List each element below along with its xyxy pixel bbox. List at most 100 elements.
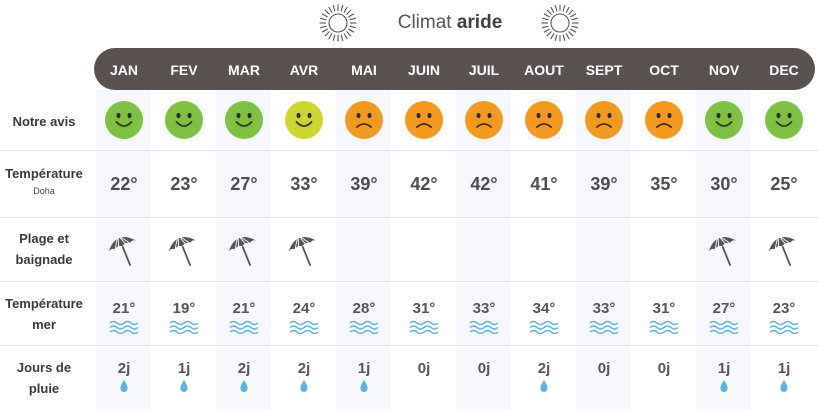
temperature-value: 27° [230,174,258,194]
row-label-temperature: Température Doha [0,163,88,198]
raindrop-icon [94,379,154,393]
rain-days-value: 2j [117,360,131,377]
sea-temperature-value: 31° [412,300,436,317]
umbrella-icon [94,230,154,270]
umbrella-icon [694,230,754,270]
month-label: JAN [109,62,138,78]
sea-temperature: 27° [694,300,754,334]
mood-sad-icon [394,100,454,140]
month-label: MAR [228,62,260,78]
sea-temperature: 28° [334,300,394,334]
raindrop-icon [274,379,334,393]
rain-days: 0j [394,360,454,378]
waves-icon [754,320,814,334]
mood-sad-icon [574,100,634,140]
month-label: AVR [289,62,319,78]
sea-temperature: 24° [274,300,334,334]
month-label: OCT [649,62,679,78]
month-column-bg [336,90,391,411]
rain-days-value: 1j [777,360,791,377]
sea-temperature: 33° [454,300,514,334]
sea-temperature-value: 21° [232,300,256,317]
month-column-bg [456,90,511,411]
mood-happy-yellow-icon [274,100,334,140]
mood-sad-icon [334,100,394,140]
rain-days: 0j [574,360,634,378]
temperature-value: 22° [110,174,138,194]
rain-days: 2j [94,360,154,393]
temperature-value: 39° [350,174,378,194]
sea-temperature: 23° [754,300,814,334]
sea-temperature: 31° [634,300,694,334]
waves-icon [214,320,274,334]
sea-temperature-value: 33° [472,300,496,317]
rain-days: 2j [514,360,574,393]
rain-days: 1j [754,360,814,393]
waves-icon [454,320,514,334]
rain-days-value: 1j [717,360,731,377]
rain-days-value: 2j [237,360,251,377]
raindrop-icon [334,379,394,393]
sea-temperature-value: 21° [112,300,136,317]
waves-icon [334,320,394,334]
rain-days: 1j [154,360,214,393]
sea-temperature: 31° [394,300,454,334]
mood-sad-icon [634,100,694,140]
temperature-value: 42° [410,174,438,194]
temperature-value: 23° [170,174,198,194]
raindrop-icon [514,379,574,393]
waves-icon [274,320,334,334]
mood-happy-icon [754,100,814,140]
temperature-value: 30° [710,174,738,194]
rain-days-value: 0j [417,360,431,377]
rain-days-value: 2j [537,360,551,377]
sea-temperature: 33° [574,300,634,334]
waves-icon [94,320,154,334]
row-divider [0,150,819,151]
sea-temperature-value: 27° [712,300,736,317]
rain-days: 2j [274,360,334,393]
waves-icon [154,320,214,334]
row-label-mer-line2: mer [32,317,56,332]
mood-happy-icon [694,100,754,140]
sea-temperature-value: 23° [772,300,796,317]
temperature-value: 42° [470,174,498,194]
page-title: Climat aride [300,8,600,38]
month-label: SEPT [585,62,623,78]
row-divider [0,281,819,282]
month-header-bar [94,48,815,90]
sea-temperature-value: 24° [292,300,316,317]
rain-days-value: 1j [357,360,371,377]
waves-icon [514,320,574,334]
sea-temperature-value: 33° [592,300,616,317]
sea-temperature-value: 19° [172,300,196,317]
waves-icon [574,320,634,334]
sea-temperature: 21° [94,300,154,334]
mood-happy-icon [154,100,214,140]
raindrop-icon [214,379,274,393]
row-label-avis: Notre avis [0,111,88,132]
umbrella-icon [214,230,274,270]
month-column-bg [576,90,631,411]
month-label: JUIL [468,62,500,78]
rain-days-value: 1j [177,360,191,377]
rain-days: 0j [454,360,514,378]
raindrop-icon [154,379,214,393]
umbrella-icon [754,230,814,270]
month-label: FEV [170,62,198,78]
row-label-plage-line1: Plage et [19,231,69,246]
rain-days: 1j [334,360,394,393]
month-label: MAI [351,62,377,78]
rain-days-value: 0j [597,360,611,377]
umbrella-icon [154,230,214,270]
sea-temperature: 34° [514,300,574,334]
month-label: DEC [769,62,799,78]
temperature-value: 41° [530,174,558,194]
temperature-value: 39° [590,174,618,194]
mood-sad-icon [454,100,514,140]
rain-days: 1j [694,360,754,393]
row-divider [0,345,819,346]
row-label-temperature-city: Doha [33,186,55,196]
sea-temperature-value: 31° [652,300,676,317]
temperature-value: 33° [290,174,318,194]
